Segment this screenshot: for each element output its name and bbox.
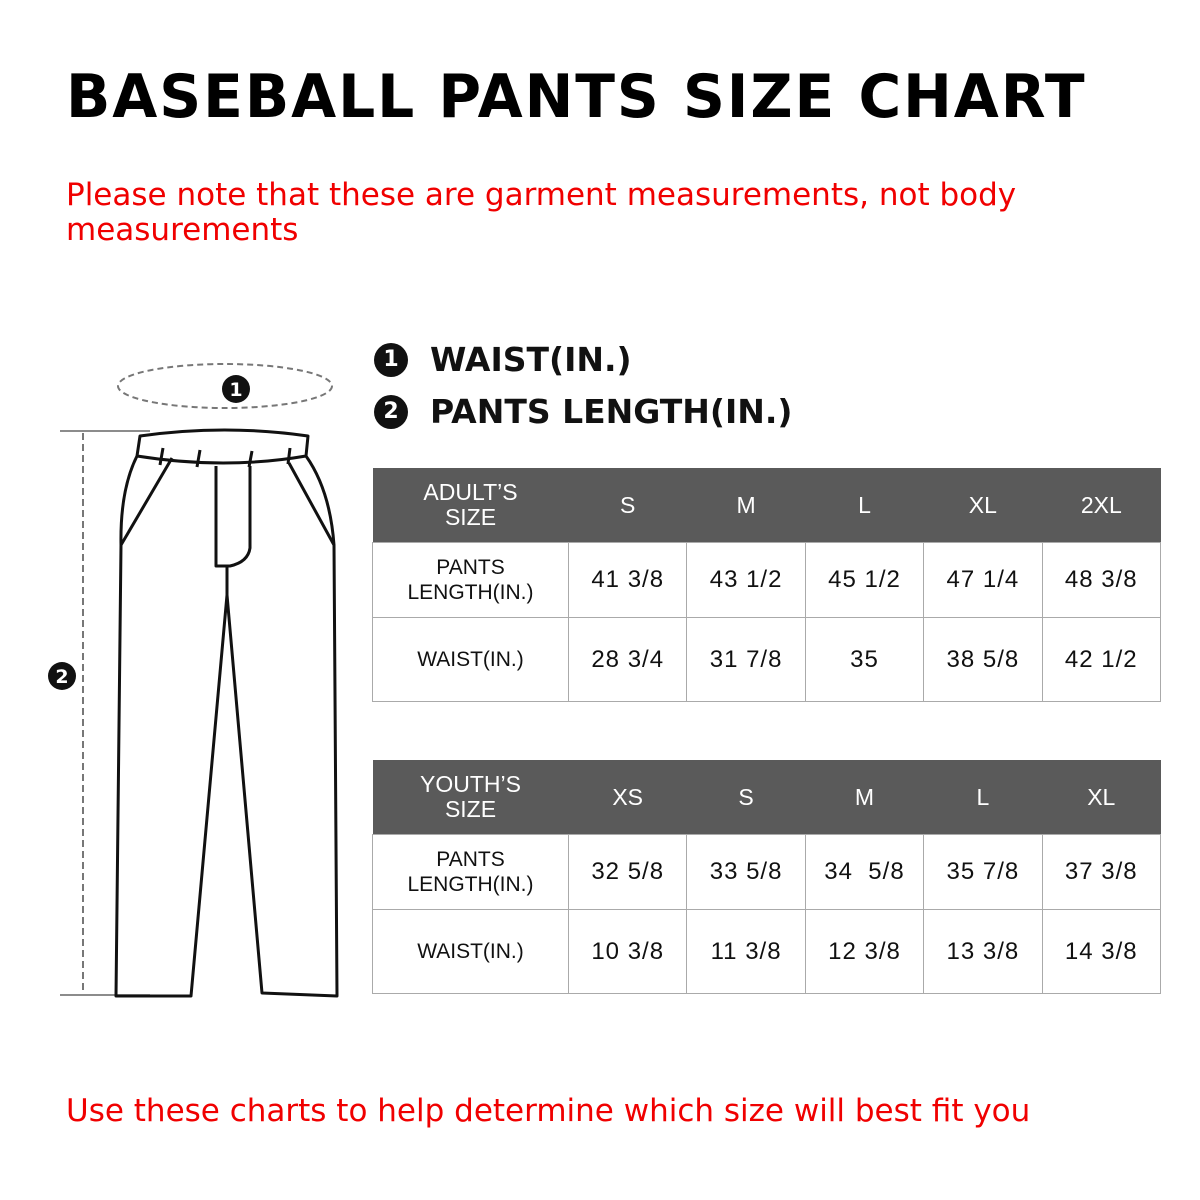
row-label: WAIST(IN.): [372, 909, 569, 994]
table-cell: 35: [804, 617, 925, 702]
page-title: BASEBALL PANTS SIZE CHART: [66, 62, 1087, 132]
table-row: PANTS LENGTH(IN.) 32 5/8 33 5/8 34 5/8 3…: [372, 834, 1162, 910]
legend-waist: 1 WAIST(IN.): [374, 340, 632, 379]
table-cell: 45 1/2: [804, 542, 925, 618]
table-cell: 14 3/8: [1041, 909, 1162, 994]
header-cell: ADULT’S SIZE: [372, 468, 569, 543]
table-cell: 38 5/8: [923, 617, 1043, 702]
table-cell: 47 1/4: [923, 542, 1043, 618]
youth-size-table: YOUTH’S SIZE XS S M L XL PANTS LENGTH(IN…: [372, 760, 1162, 994]
table-cell: 43 1/2: [686, 542, 806, 618]
table-cell: 34 5/8: [804, 834, 925, 910]
legend-label: WAIST(IN.): [430, 340, 632, 379]
footer-note: Use these charts to help determine which…: [66, 1093, 1031, 1129]
number-one-icon: 1: [374, 342, 408, 377]
header-cell: M: [686, 468, 806, 543]
table-cell: 33 5/8: [686, 834, 806, 910]
table-cell: 32 5/8: [567, 834, 688, 910]
waist-marker-icon: 1: [222, 375, 250, 403]
number-two-icon: 2: [374, 394, 408, 429]
table-cell: 42 1/2: [1041, 617, 1162, 702]
table-cell: 28 3/4: [567, 617, 688, 702]
row-label: PANTS LENGTH(IN.): [372, 542, 569, 618]
svg-text:2: 2: [55, 666, 68, 688]
legend-label: PANTS LENGTH(IN.): [430, 392, 793, 431]
header-cell: XL: [1042, 760, 1161, 835]
table-header-row: ADULT’S SIZE S M L XL 2XL: [372, 468, 1161, 543]
table-cell: 37 3/8: [1041, 834, 1162, 910]
length-marker-icon: 2: [48, 662, 76, 690]
table-cell: 10 3/8: [567, 909, 688, 994]
waist-measure-ellipse: [117, 363, 333, 409]
header-cell: M: [805, 760, 924, 835]
table-cell: 31 7/8: [686, 617, 806, 702]
header-cell: S: [568, 468, 687, 543]
table-header-row: YOUTH’S SIZE XS S M L XL: [372, 760, 1161, 835]
row-label: PANTS LENGTH(IN.): [372, 834, 569, 910]
header-cell: L: [805, 468, 924, 543]
table-cell: 13 3/8: [923, 909, 1043, 994]
header-cell: XL: [923, 468, 1043, 543]
table-row: WAIST(IN.) 10 3/8 11 3/8 12 3/8 13 3/8 1…: [372, 909, 1162, 994]
table-cell: 41 3/8: [567, 542, 688, 618]
table-cell: 48 3/8: [1041, 542, 1162, 618]
legend-length: 2 PANTS LENGTH(IN.): [374, 392, 793, 431]
row-label: WAIST(IN.): [372, 617, 569, 702]
adult-size-table: ADULT’S SIZE S M L XL 2XL PANTS LENGTH(I…: [372, 468, 1162, 702]
header-cell: L: [923, 760, 1043, 835]
table-row: WAIST(IN.) 28 3/4 31 7/8 35 38 5/8 42 1/…: [372, 617, 1162, 702]
table-cell: 11 3/8: [686, 909, 806, 994]
pants-outline-icon: [114, 428, 339, 998]
header-cell: 2XL: [1042, 468, 1161, 543]
table-row: PANTS LENGTH(IN.) 41 3/8 43 1/2 45 1/2 4…: [372, 542, 1162, 618]
header-cell: S: [686, 760, 806, 835]
pants-diagram: 1 2: [48, 363, 339, 998]
table-cell: 35 7/8: [923, 834, 1043, 910]
svg-text:1: 1: [229, 379, 242, 401]
table-cell: 12 3/8: [804, 909, 925, 994]
header-cell: YOUTH’S SIZE: [372, 760, 569, 835]
header-cell: XS: [568, 760, 687, 835]
measurement-note: Please note that these are garment measu…: [66, 177, 1017, 248]
